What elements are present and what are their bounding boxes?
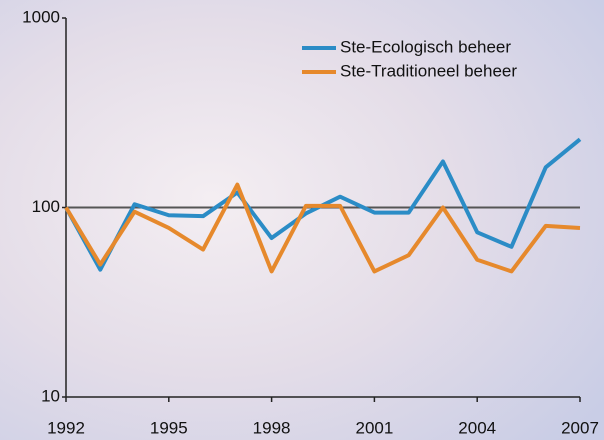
- y-tick-label: 1000: [22, 7, 60, 26]
- y-tick-label: 10: [41, 386, 60, 405]
- page: 10 100 1000 1992 1995 1998 2001 2004 2007 Ste-Eco…: [0, 0, 604, 440]
- x-tick-label: 2004: [458, 418, 496, 437]
- chart: 10 100 1000 1992 1995 1998 2001 2004 2007 Ste-Eco…: [0, 0, 604, 440]
- y-tick-label: 100: [32, 197, 60, 216]
- legend-label: Ste-Ecologisch beheer: [340, 37, 511, 56]
- x-tick-label: 1998: [253, 418, 291, 437]
- legend-label: Ste-Traditioneel beheer: [340, 61, 517, 80]
- x-tick-label: 2007: [561, 418, 599, 437]
- x-tick-label: 1995: [150, 418, 188, 437]
- x-tick-label: 2001: [355, 418, 393, 437]
- x-tick-label: 1992: [47, 418, 85, 437]
